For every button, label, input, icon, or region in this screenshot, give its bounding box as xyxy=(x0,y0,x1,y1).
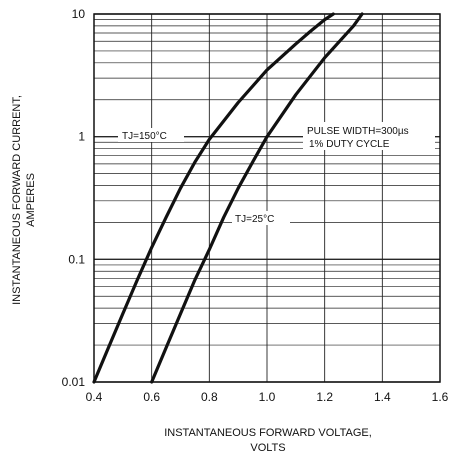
plot-frame xyxy=(93,13,441,383)
series-line-tj150 xyxy=(92,12,335,384)
y-tick-label: 10 xyxy=(72,7,86,21)
y-tick-label: 0.1 xyxy=(68,252,85,266)
t25-label-bg xyxy=(232,211,290,225)
y-axis-label-line1: INSTANTANEOUS FORWARD CURRENT, xyxy=(11,95,23,305)
y-tick-label: 0.01 xyxy=(62,375,86,389)
series-group xyxy=(92,12,364,384)
x-tick-label: 1.2 xyxy=(316,390,333,404)
x-axis-label-line1: INSTANTANEOUS FORWARD VOLTAGE, xyxy=(164,427,372,439)
x-tick-label: 0.4 xyxy=(86,390,103,404)
annotation-duty-cycle: 1% DUTY CYCLE xyxy=(309,139,390,150)
x-tick-label: 1.4 xyxy=(374,390,391,404)
x-tick-label: 0.6 xyxy=(143,390,160,404)
x-axis-label-line2: VOLTS xyxy=(250,442,285,454)
annotation-pulse-width: PULSE WIDTH=300µs xyxy=(307,126,409,137)
y-tick-label: 1 xyxy=(78,130,85,144)
pulse-label-bg xyxy=(303,122,435,150)
y-axis-label-line2: AMPERES xyxy=(25,173,37,227)
x-tick-label: 1.0 xyxy=(259,390,276,404)
y-tick-labels: 0.01 0.1 1 10 xyxy=(62,7,86,389)
y-axis-label-group: INSTANTANEOUS FORWARD CURRENT, AMPERES xyxy=(11,95,37,305)
annotation-tj25: TJ=25°C xyxy=(235,214,274,225)
t150-label-bg xyxy=(118,128,184,142)
series-line-tj25 xyxy=(150,12,364,384)
x-tick-labels: 0.4 0.6 0.8 1.0 1.2 1.4 1.6 xyxy=(86,390,449,404)
annotation-tj150: TJ=150°C xyxy=(122,131,167,142)
x-tick-label: 0.8 xyxy=(201,390,218,404)
x-tick-label: 1.6 xyxy=(432,390,449,404)
